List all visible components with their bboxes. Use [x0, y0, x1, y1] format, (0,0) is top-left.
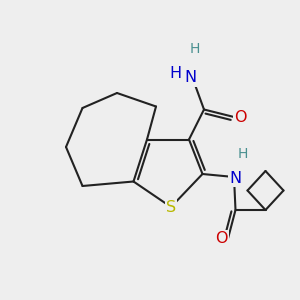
Text: O: O: [234, 110, 247, 124]
Text: H: H: [169, 66, 181, 81]
Text: S: S: [166, 200, 176, 214]
Text: N: N: [184, 70, 196, 86]
Text: O: O: [215, 231, 228, 246]
Text: H: H: [190, 43, 200, 56]
Text: H: H: [238, 148, 248, 161]
Text: N: N: [230, 171, 242, 186]
